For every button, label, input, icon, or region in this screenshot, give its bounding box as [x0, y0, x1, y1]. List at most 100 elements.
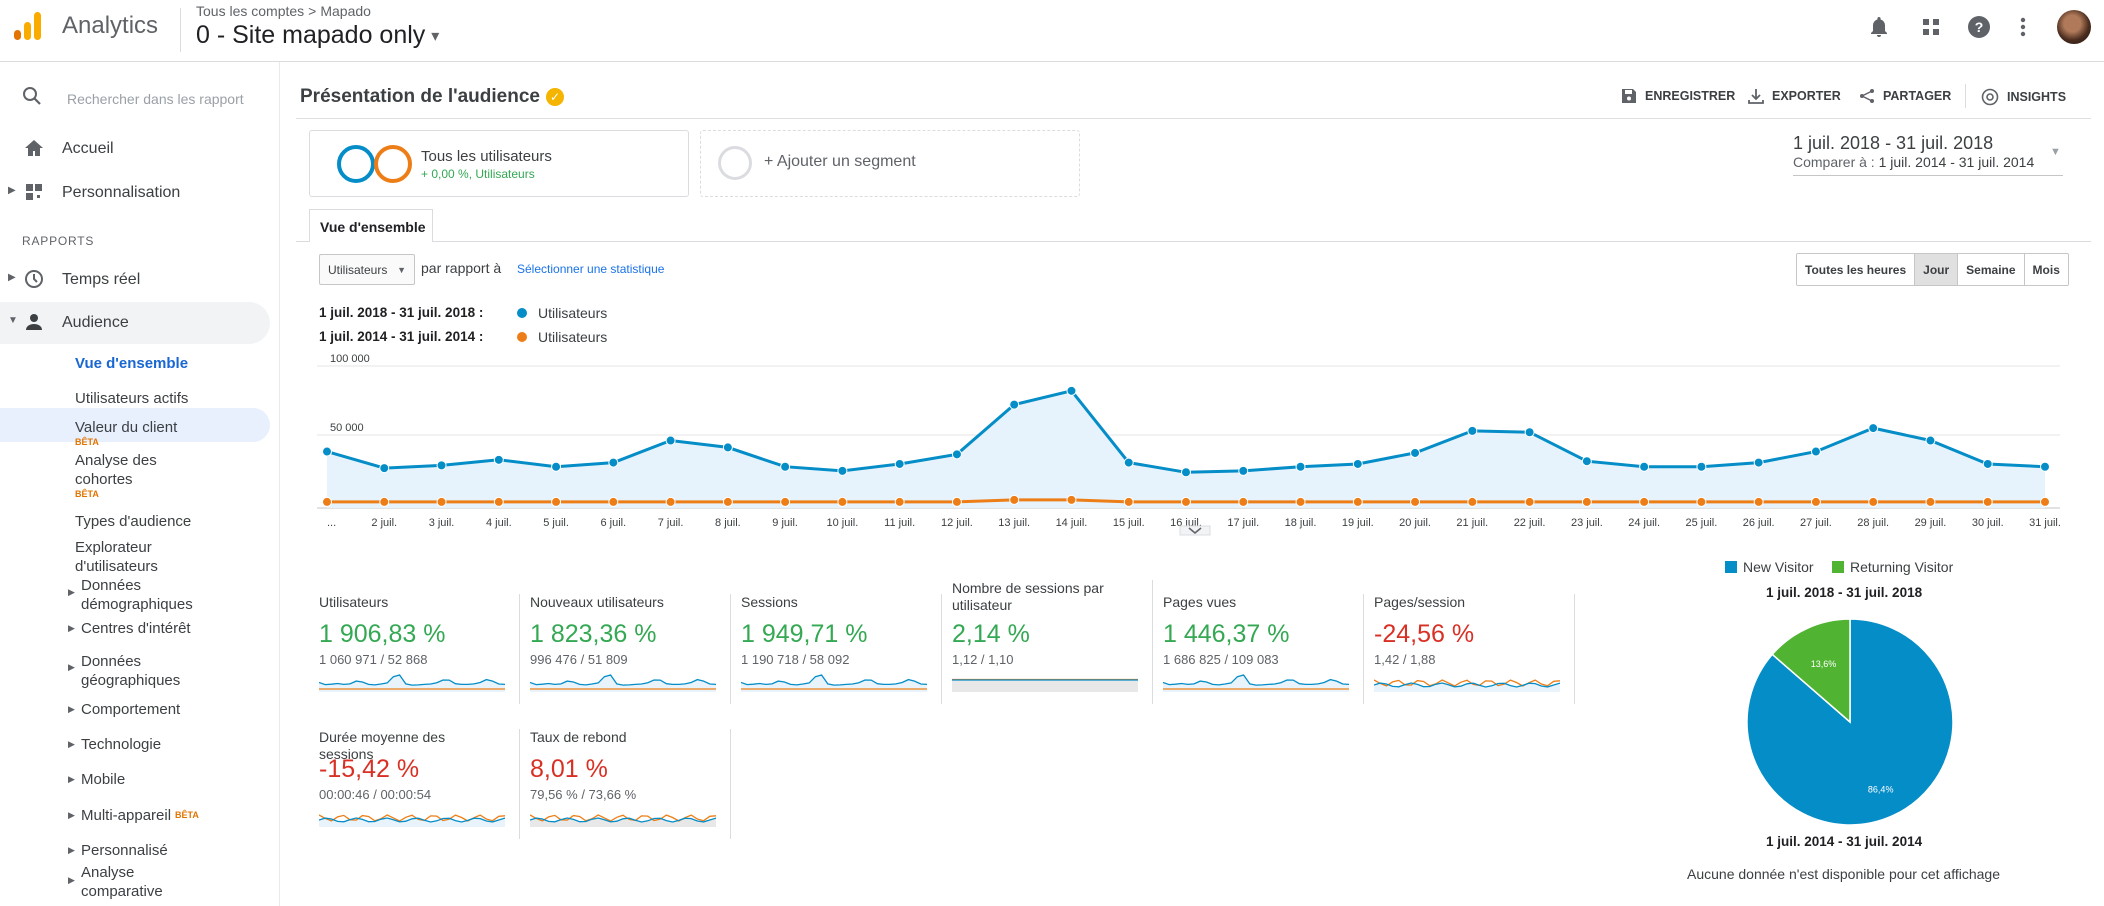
sidebar-item-mobile[interactable]: Mobile — [81, 771, 126, 788]
insights-button[interactable]: INSIGHTS — [1981, 88, 2066, 106]
x-tick-label: 31 juil. — [2029, 517, 2060, 529]
x-tick-label: 3 juil. — [429, 517, 455, 529]
save-button[interactable]: ENREGISTRER — [1621, 88, 1735, 104]
sidebar-item-realtime[interactable]: ▶ Temps réel — [0, 259, 270, 301]
pie-slice-label: 86,4% — [1868, 785, 1894, 795]
home-icon — [25, 140, 43, 156]
expand-arrow-icon[interactable]: ▶ — [68, 662, 75, 672]
data-point — [837, 465, 848, 476]
sidebar-search[interactable]: Rechercher dans les rapport — [0, 78, 280, 118]
sidebar-item-interests[interactable]: Centres d'intérêt — [81, 620, 191, 637]
expand-arrow-icon[interactable]: ▶ — [68, 587, 75, 597]
tab-overview[interactable]: Vue d'ensemble — [309, 209, 433, 242]
expand-arrow-icon[interactable]: ▶ — [68, 774, 75, 784]
breadcrumb[interactable]: Tous les comptes > Mapado — [196, 3, 371, 19]
help-icon[interactable]: ? — [1966, 14, 1992, 40]
chevron-down-icon[interactable]: ▼ — [2050, 146, 2061, 158]
granularity-selector: Toutes les heures Jour Semaine Mois — [1796, 253, 2069, 286]
sidebar-item-active-users[interactable]: Utilisateurs actifs — [75, 390, 189, 407]
data-point — [837, 496, 848, 507]
sidebar-item-geo[interactable]: Données géographiques — [81, 652, 180, 690]
insights-icon — [1981, 88, 1999, 106]
metric-tile[interactable]: Pages/session -24,56 % 1,42 / 1,88 — [1374, 594, 1564, 704]
data-point — [665, 496, 676, 507]
expand-arrow-icon[interactable]: ▶ — [68, 845, 75, 855]
expand-arrow-icon[interactable]: ▶ — [8, 272, 16, 283]
sidebar-item-audiences[interactable]: Types d'audience — [75, 513, 192, 530]
select-metric-link[interactable]: Sélectionner une statistique — [517, 262, 665, 276]
granularity-hourly-button[interactable]: Toutes les heures — [1797, 254, 1916, 285]
sparkline-area — [319, 675, 505, 692]
date-compare[interactable]: Comparer à : 1 juil. 2014 - 31 juil. 201… — [1793, 154, 2034, 170]
expand-arrow-icon[interactable]: ▶ — [68, 875, 75, 885]
x-tick-label: 10 juil. — [827, 517, 859, 529]
x-tick-label: 20 juil. — [1399, 517, 1431, 529]
pie-slice-returning-visitor[interactable] — [1771, 618, 1851, 724]
add-segment-button[interactable]: + Ajouter un segment — [700, 130, 1080, 197]
x-tick-label: 17 juil. — [1227, 517, 1259, 529]
metric-tile[interactable]: Utilisateurs 1 906,83 % 1 060 971 / 52 868 — [319, 594, 509, 704]
metric-tile[interactable]: Durée moyenne des sessions -15,42 % 00:00:… — [319, 729, 509, 839]
user-avatar[interactable] — [2057, 10, 2091, 44]
metric-tile[interactable]: Nombre de sessions par utilisateur 2,14 %… — [952, 580, 1142, 692]
expand-arrow-icon[interactable]: ▶ — [68, 623, 75, 633]
sidebar-item-benchmarking[interactable]: Analyse comparative — [81, 863, 163, 901]
metric-tile[interactable]: Pages vues 1 446,37 % 1 686 825 / 109 083 — [1163, 594, 1353, 704]
analytics-logo-icon[interactable] — [12, 10, 44, 42]
share-button[interactable]: PARTAGER — [1859, 88, 1951, 104]
data-point — [1696, 461, 1707, 472]
property-selector[interactable]: 0 - Site mapado only ▾ — [196, 21, 439, 50]
sidebar-item-audience[interactable]: ▼ Audience — [0, 302, 270, 344]
sidebar-item-demographics[interactable]: Données démographiques — [81, 576, 193, 614]
chevron-down-icon: ▾ — [431, 28, 440, 46]
users-line-chart[interactable]: 100 000 50 000... 2 juil. 3 juil. 4 juil. 5 j… — [310, 350, 2060, 540]
date-range[interactable]: 1 juil. 2018 - 31 juil. 2018 — [1793, 133, 1994, 153]
sidebar-item-home[interactable]: Accueil — [0, 128, 270, 170]
breadcrumb-account[interactable]: Mapado — [320, 3, 371, 19]
tile-separator — [941, 594, 942, 704]
sidebar-item-custom[interactable]: Personnalisé — [81, 842, 168, 859]
data-point — [722, 442, 733, 453]
sidebar-item-cohort-analysis[interactable]: Analyse des cohortes BÊTA — [75, 451, 157, 499]
metric-sparkline — [319, 814, 505, 827]
sidebar-item-label: Temps réel — [62, 271, 141, 288]
pie-legend-new-visitor[interactable]: New Visitor — [1725, 559, 1814, 575]
segment-card-all-users[interactable]: Tous les utilisateurs + 0,00 %, Utilisat… — [309, 130, 689, 197]
expand-arrow-icon[interactable]: ▶ — [8, 185, 16, 196]
metric-tile[interactable]: Sessions 1 949,71 % 1 190 718 / 58 092 — [741, 594, 931, 704]
expand-arrow-icon[interactable]: ▶ — [68, 810, 75, 820]
notifications-bell-icon[interactable] — [1866, 14, 1892, 40]
sidebar-item-user-explorer[interactable]: Explorateur d'utilisateurs — [75, 538, 158, 576]
granularity-day-button[interactable]: Jour — [1915, 254, 1959, 285]
export-button[interactable]: EXPORTER — [1748, 88, 1841, 104]
pie-legend-returning-visitor[interactable]: Returning Visitor — [1832, 559, 1953, 575]
more-vert-icon[interactable] — [2010, 14, 2036, 40]
data-point — [436, 496, 447, 507]
sidebar-item-lifetime-value[interactable]: Valeur du client BÊTA — [75, 418, 177, 447]
expand-arrow-icon[interactable]: ▶ — [68, 704, 75, 714]
metric-tile-value: 1 446,37 % — [1163, 620, 1290, 648]
metric-sparkline — [952, 678, 1138, 692]
data-point — [1295, 461, 1306, 472]
data-point — [780, 461, 791, 472]
metric-tile[interactable]: Nouveaux utilisateurs 1 823,36 % 996 476 /… — [530, 594, 720, 704]
apps-grid-icon[interactable] — [1918, 14, 1944, 40]
sparkline-area — [1374, 683, 1560, 692]
sidebar-item-multi-device[interactable]: Multi-appareil BÊTA — [81, 806, 199, 825]
granularity-week-button[interactable]: Semaine — [1958, 254, 2025, 285]
expand-arrow-icon[interactable]: ▶ — [68, 739, 75, 749]
sidebar-item-technology[interactable]: Technologie — [81, 736, 162, 753]
sidebar-item-behavior[interactable]: Comportement — [81, 701, 181, 718]
sidebar-item-personalisation[interactable]: ▶ Personnalisation — [0, 172, 270, 214]
metric-dropdown[interactable]: Utilisateurs ▼ — [319, 254, 415, 285]
granularity-month-button[interactable]: Mois — [2024, 254, 2068, 285]
x-tick-label: 5 juil. — [543, 517, 569, 529]
visitor-type-pie-chart[interactable]: 86,4% 13,6% — [1740, 612, 1960, 832]
sidebar-item-label: démographiques — [81, 596, 193, 613]
collapse-arrow-icon[interactable]: ▼ — [8, 315, 18, 326]
metric-tile[interactable]: Taux de rebond 8,01 % 79,56 % / 73,66 % — [530, 729, 720, 839]
sidebar-item-label: Analyse — [81, 864, 135, 881]
section-header-reports: RAPPORTS — [22, 234, 95, 248]
breadcrumb-all-accounts[interactable]: Tous les comptes — [196, 3, 305, 19]
sidebar-item-audience-overview[interactable]: Vue d'ensemble — [75, 355, 189, 372]
